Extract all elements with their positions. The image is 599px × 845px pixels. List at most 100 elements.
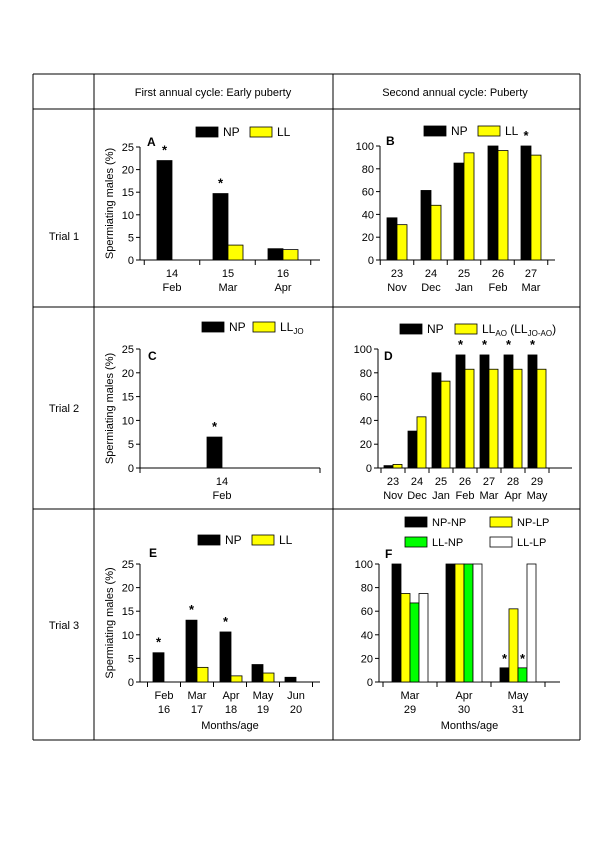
y-tick-label: 20 bbox=[360, 439, 372, 451]
bar-np bbox=[251, 664, 264, 683]
bar-np-np bbox=[445, 563, 456, 683]
x-tick-label: May bbox=[508, 690, 529, 702]
legend-swatch bbox=[423, 125, 447, 137]
bar-ll-lp bbox=[526, 563, 537, 683]
legend-swatch bbox=[251, 534, 275, 546]
y-tick-label: 80 bbox=[360, 368, 372, 380]
significance-star: * bbox=[520, 651, 526, 666]
bar-ll bbox=[396, 224, 408, 261]
x-tick-label: 31 bbox=[512, 704, 524, 716]
legend-swatch bbox=[489, 516, 513, 528]
x-tick-label: Mar bbox=[401, 690, 420, 702]
y-tick-label: 60 bbox=[360, 392, 372, 404]
y-tick-label: 15 bbox=[122, 606, 134, 618]
x-tick-label: 29 bbox=[404, 704, 416, 716]
y-tick-label: 20 bbox=[122, 165, 134, 177]
legend-label: LL-LP bbox=[517, 537, 546, 549]
x-tick-label: May bbox=[253, 690, 274, 702]
bar-np bbox=[431, 372, 442, 469]
significance-star: * bbox=[506, 337, 512, 352]
bar-ll bbox=[262, 672, 275, 683]
y-tick-label: 20 bbox=[361, 653, 373, 665]
x-tick-label: 25 bbox=[435, 476, 447, 488]
bar-ll bbox=[463, 152, 475, 261]
bar-ll bbox=[230, 675, 243, 683]
y-tick-label: 25 bbox=[122, 142, 134, 154]
bar-np bbox=[420, 190, 432, 261]
significance-star: * bbox=[189, 602, 195, 617]
bar-np bbox=[455, 354, 466, 469]
column-header-first-cycle: First annual cycle: Early puberty bbox=[135, 87, 292, 99]
x-tick-label: Mar bbox=[188, 690, 207, 702]
bar-np bbox=[152, 652, 165, 683]
significance-star: * bbox=[162, 143, 168, 158]
bar-np bbox=[185, 619, 198, 683]
x-tick-label: Dec bbox=[421, 282, 441, 294]
bar-ll-np bbox=[409, 602, 420, 683]
x-tick-label: Feb bbox=[163, 282, 182, 294]
x-tick-label: 27 bbox=[525, 268, 537, 280]
panel-label: B bbox=[386, 134, 395, 148]
y-axis-label: Spermiating males (%) bbox=[104, 567, 116, 678]
bar-ll bbox=[440, 380, 451, 469]
bar-np bbox=[386, 217, 398, 261]
legend-label: NP bbox=[223, 125, 240, 139]
table-grid bbox=[32, 73, 581, 741]
bar-np bbox=[206, 436, 223, 469]
legend-swatch bbox=[195, 126, 219, 138]
x-tick-label: 16 bbox=[158, 704, 170, 716]
x-tick-label: 23 bbox=[391, 268, 403, 280]
bar-ll bbox=[227, 244, 244, 261]
panel-d: 0 20 40 60 80 100 D 23 Nov 24 Dec 25 Jan 26 Feb 27 Mar 28… bbox=[354, 322, 572, 502]
x-tick-label: Feb bbox=[213, 490, 232, 502]
y-tick-label: 0 bbox=[368, 255, 374, 267]
panel-label: C bbox=[148, 349, 157, 363]
panel-label: E bbox=[149, 546, 157, 560]
x-tick-label: Apr bbox=[455, 690, 472, 702]
bar-np bbox=[503, 354, 514, 469]
significance-star: * bbox=[523, 128, 529, 143]
legend-swatch bbox=[404, 536, 428, 548]
panel-c: 0 5 10 15 20 25 Spermiating males (%) C 14 Feb * NP… bbox=[104, 320, 321, 502]
significance-star: * bbox=[223, 614, 229, 629]
legend-label: LL bbox=[277, 125, 291, 139]
y-axis-label: Spermiating males (%) bbox=[104, 353, 116, 464]
y-tick-label: 100 bbox=[356, 141, 374, 153]
y-tick-label: 5 bbox=[128, 653, 134, 665]
bar-np bbox=[520, 145, 532, 261]
y-tick-label: 0 bbox=[128, 677, 134, 689]
y-tick-label: 60 bbox=[361, 606, 373, 618]
legend-label: NP bbox=[225, 533, 242, 547]
x-tick-label: 24 bbox=[425, 268, 437, 280]
y-tick-label: 0 bbox=[367, 677, 373, 689]
legend-label: NP bbox=[229, 320, 246, 334]
x-tick-label: 16 bbox=[277, 268, 289, 280]
charts: 0 5 10 15 20 25 Spermiating males (%) A 14 Feb 15 M… bbox=[104, 124, 572, 732]
bar-np bbox=[527, 354, 538, 469]
x-tick-label: 14 bbox=[216, 476, 228, 488]
legend-label: LLJO bbox=[280, 320, 304, 336]
y-tick-label: 20 bbox=[122, 368, 134, 380]
bar-ll bbox=[464, 368, 475, 469]
legend-swatch bbox=[404, 516, 428, 528]
bar-ll bbox=[392, 464, 403, 469]
x-tick-label: Apr bbox=[222, 690, 239, 702]
panel-a: 0 5 10 15 20 25 Spermiating males (%) A 14 Feb 15 M… bbox=[104, 125, 320, 294]
row-label-trial-3: Trial 3 bbox=[49, 620, 79, 632]
y-tick-label: 100 bbox=[354, 344, 372, 356]
y-tick-label: 10 bbox=[122, 415, 134, 427]
bar-np bbox=[407, 430, 418, 469]
y-tick-label: 15 bbox=[122, 392, 134, 404]
legend-label: LLAO (LLJO-AO) bbox=[482, 322, 556, 338]
y-tick-label: 40 bbox=[360, 415, 372, 427]
bar-ll bbox=[430, 204, 442, 261]
x-tick-label: Apr bbox=[504, 490, 521, 502]
bar-ll-np bbox=[463, 563, 474, 683]
bar-np bbox=[212, 193, 229, 261]
legend-swatch bbox=[197, 534, 221, 546]
bar-np bbox=[453, 162, 465, 261]
y-tick-label: 60 bbox=[362, 187, 374, 199]
significance-star: * bbox=[218, 176, 224, 191]
legend-label: NP bbox=[451, 124, 468, 138]
